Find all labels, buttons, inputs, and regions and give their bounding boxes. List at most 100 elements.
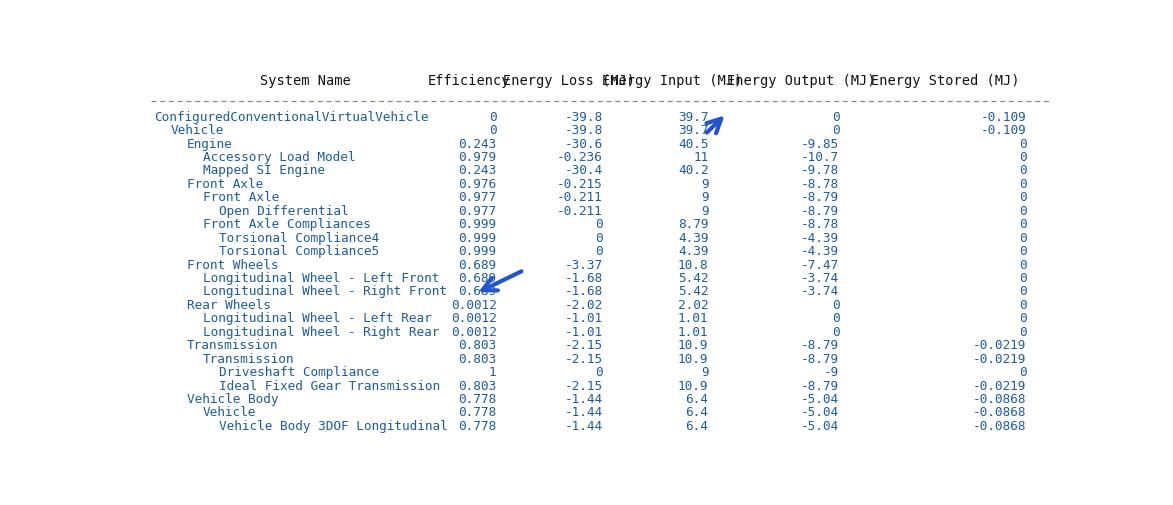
Text: -8.79: -8.79 bbox=[801, 191, 840, 204]
Text: -2.15: -2.15 bbox=[565, 352, 603, 365]
Text: Open Differential: Open Differential bbox=[219, 205, 350, 217]
Text: 0: 0 bbox=[1019, 205, 1026, 217]
Text: 0: 0 bbox=[1019, 272, 1026, 284]
Text: 5.42: 5.42 bbox=[678, 272, 708, 284]
Text: -3.74: -3.74 bbox=[801, 285, 840, 298]
Text: -10.7: -10.7 bbox=[801, 150, 840, 164]
Text: 0: 0 bbox=[832, 111, 840, 123]
Text: 0: 0 bbox=[489, 124, 496, 137]
Text: 1: 1 bbox=[489, 366, 496, 378]
Text: 0: 0 bbox=[596, 366, 603, 378]
Text: 0: 0 bbox=[1019, 312, 1026, 325]
Text: 0: 0 bbox=[1019, 325, 1026, 338]
Text: -30.4: -30.4 bbox=[565, 164, 603, 177]
Text: -8.79: -8.79 bbox=[801, 205, 840, 217]
Text: -8.79: -8.79 bbox=[801, 338, 840, 351]
Text: 0: 0 bbox=[1019, 231, 1026, 244]
Text: Ideal Fixed Gear Transmission: Ideal Fixed Gear Transmission bbox=[219, 379, 441, 392]
Text: 0: 0 bbox=[832, 325, 840, 338]
Text: 0: 0 bbox=[832, 298, 840, 311]
Text: 0: 0 bbox=[1019, 178, 1026, 190]
Text: Energy Loss (MJ): Energy Loss (MJ) bbox=[503, 74, 636, 88]
Text: -5.04: -5.04 bbox=[801, 419, 840, 432]
Text: -5.04: -5.04 bbox=[801, 406, 840, 419]
Text: -30.6: -30.6 bbox=[565, 137, 603, 150]
Text: -0.215: -0.215 bbox=[557, 178, 603, 190]
Text: 9: 9 bbox=[700, 178, 708, 190]
Text: 9: 9 bbox=[700, 191, 708, 204]
Text: 6.4: 6.4 bbox=[685, 392, 708, 405]
Text: Longitudinal Wheel - Right Front: Longitudinal Wheel - Right Front bbox=[203, 285, 447, 298]
Text: -0.0868: -0.0868 bbox=[974, 419, 1026, 432]
Text: 0: 0 bbox=[596, 231, 603, 244]
Text: 0.977: 0.977 bbox=[459, 205, 496, 217]
Text: 0.0012: 0.0012 bbox=[450, 298, 496, 311]
Text: 10.8: 10.8 bbox=[678, 258, 708, 271]
Text: 0.243: 0.243 bbox=[459, 137, 496, 150]
Text: 0.999: 0.999 bbox=[459, 218, 496, 231]
Text: Vehicle Body 3DOF Longitudinal: Vehicle Body 3DOF Longitudinal bbox=[219, 419, 448, 432]
Text: -9.78: -9.78 bbox=[801, 164, 840, 177]
Text: -4.39: -4.39 bbox=[801, 244, 840, 258]
Text: -39.8: -39.8 bbox=[565, 111, 603, 123]
Text: Longitudinal Wheel - Right Rear: Longitudinal Wheel - Right Rear bbox=[203, 325, 440, 338]
Text: -1.01: -1.01 bbox=[565, 312, 603, 325]
Text: Driveshaft Compliance: Driveshaft Compliance bbox=[219, 366, 380, 378]
Text: -1.68: -1.68 bbox=[565, 272, 603, 284]
Text: -0.236: -0.236 bbox=[557, 150, 603, 164]
Text: 0.803: 0.803 bbox=[459, 379, 496, 392]
Text: 0: 0 bbox=[832, 124, 840, 137]
Text: -4.39: -4.39 bbox=[801, 231, 840, 244]
Text: Transmission: Transmission bbox=[203, 352, 294, 365]
Text: Mapped SI Engine: Mapped SI Engine bbox=[203, 164, 325, 177]
Text: 0: 0 bbox=[596, 244, 603, 258]
Text: 0.778: 0.778 bbox=[459, 392, 496, 405]
Text: 0.778: 0.778 bbox=[459, 419, 496, 432]
Text: Front Wheels: Front Wheels bbox=[187, 258, 278, 271]
Text: Engine: Engine bbox=[187, 137, 232, 150]
Text: 0.803: 0.803 bbox=[459, 338, 496, 351]
Text: 0: 0 bbox=[1019, 191, 1026, 204]
Text: -0.0868: -0.0868 bbox=[974, 406, 1026, 419]
Text: -0.0219: -0.0219 bbox=[974, 352, 1026, 365]
Text: 0.689: 0.689 bbox=[459, 272, 496, 284]
Text: -2.15: -2.15 bbox=[565, 338, 603, 351]
Text: -7.47: -7.47 bbox=[801, 258, 840, 271]
Text: Front Axle: Front Axle bbox=[187, 178, 263, 190]
Text: 0.689: 0.689 bbox=[459, 285, 496, 298]
Text: -1.01: -1.01 bbox=[565, 325, 603, 338]
Text: 4.39: 4.39 bbox=[678, 244, 708, 258]
Text: -1.44: -1.44 bbox=[565, 419, 603, 432]
Text: 1.01: 1.01 bbox=[678, 325, 708, 338]
Text: -0.0219: -0.0219 bbox=[974, 379, 1026, 392]
Text: -0.211: -0.211 bbox=[557, 205, 603, 217]
Text: -8.79: -8.79 bbox=[801, 352, 840, 365]
Text: -9: -9 bbox=[825, 366, 840, 378]
Text: -39.8: -39.8 bbox=[565, 124, 603, 137]
Text: Energy Input (MJ): Energy Input (MJ) bbox=[602, 74, 743, 88]
Text: 0.0012: 0.0012 bbox=[450, 312, 496, 325]
Text: -0.0219: -0.0219 bbox=[974, 338, 1026, 351]
Text: Longitudinal Wheel - Left Front: Longitudinal Wheel - Left Front bbox=[203, 272, 440, 284]
Text: Efficiency: Efficiency bbox=[428, 74, 510, 88]
Text: 0.979: 0.979 bbox=[459, 150, 496, 164]
Text: 0.976: 0.976 bbox=[459, 178, 496, 190]
Text: 0.0012: 0.0012 bbox=[450, 325, 496, 338]
Text: 0: 0 bbox=[832, 312, 840, 325]
Text: 0.999: 0.999 bbox=[459, 231, 496, 244]
Text: -2.02: -2.02 bbox=[565, 298, 603, 311]
Text: Energy Stored (MJ): Energy Stored (MJ) bbox=[870, 74, 1019, 88]
Text: 0: 0 bbox=[489, 111, 496, 123]
Text: 40.2: 40.2 bbox=[678, 164, 708, 177]
Text: 5.42: 5.42 bbox=[678, 285, 708, 298]
Text: 1.01: 1.01 bbox=[678, 312, 708, 325]
Text: Vehicle: Vehicle bbox=[170, 124, 224, 137]
Text: 0: 0 bbox=[1019, 366, 1026, 378]
Text: 10.9: 10.9 bbox=[678, 338, 708, 351]
Text: -1.44: -1.44 bbox=[565, 392, 603, 405]
Text: System Name: System Name bbox=[260, 74, 351, 88]
Text: Torsional Compliance4: Torsional Compliance4 bbox=[219, 231, 380, 244]
Text: -1.44: -1.44 bbox=[565, 406, 603, 419]
Text: -3.37: -3.37 bbox=[565, 258, 603, 271]
Text: 9: 9 bbox=[700, 366, 708, 378]
